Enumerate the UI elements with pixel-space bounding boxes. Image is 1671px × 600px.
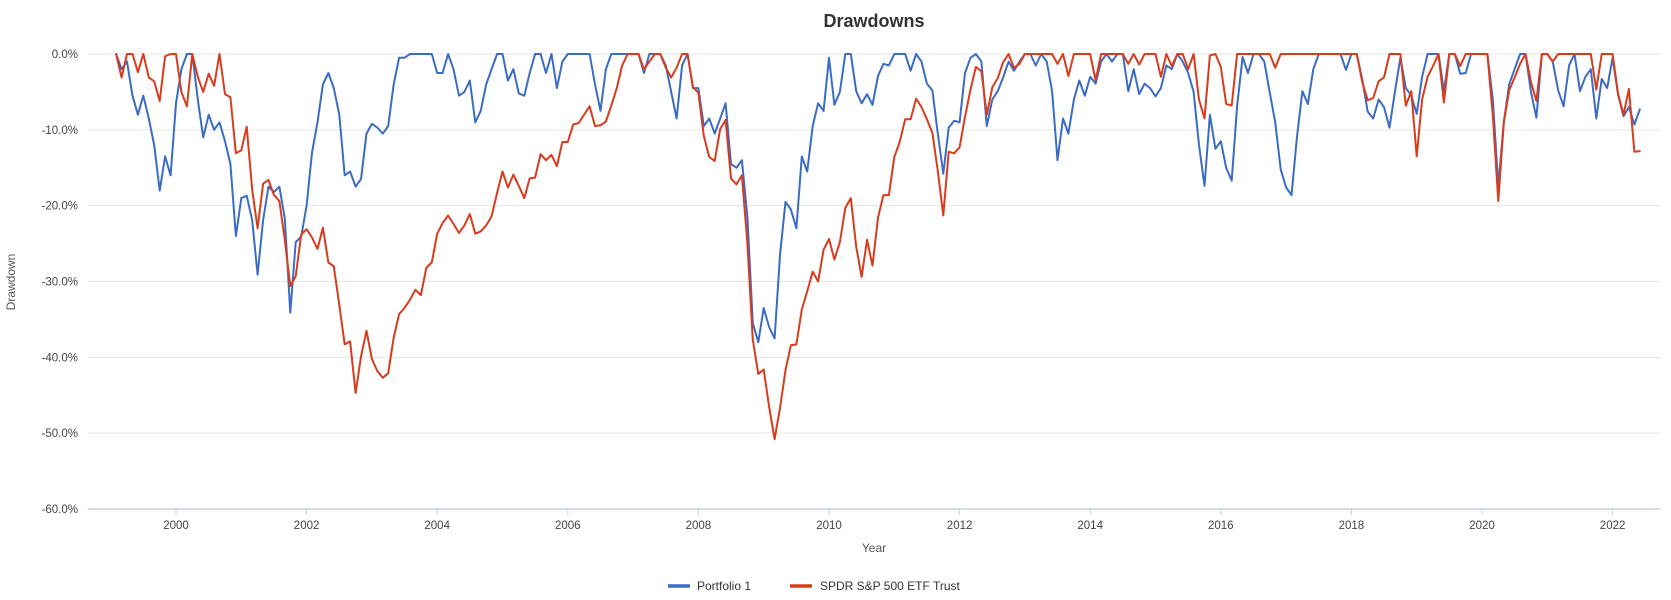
x-tick-label: 2020: [1469, 520, 1495, 532]
chart-title: Drawdowns: [823, 11, 924, 31]
x-tick-labels: 2000 2002 2004 2006 2008 2010 2012 2014 2016 2018…: [163, 520, 1625, 532]
gridlines: [88, 53, 1660, 510]
x-tick-label: 2018: [1339, 520, 1365, 532]
x-axis-title: Year: [862, 541, 886, 555]
y-tick-label: -40.0%: [42, 352, 78, 364]
x-tick-label: 2010: [816, 520, 842, 532]
portfolio-1-line[interactable]: [115, 53, 1641, 344]
x-tick-label: 2016: [1208, 520, 1234, 532]
y-tick-labels: 0.0% -10.0% -20.0% -30.0% -40.0% -50.0% -60.0%: [42, 49, 78, 516]
x-tick-label: 2000: [163, 520, 189, 532]
x-tick-label: 2002: [294, 520, 320, 532]
y-tick-label: 0.0%: [52, 49, 78, 61]
x-tick-label: 2022: [1600, 520, 1626, 532]
x-tick-label: 2012: [947, 520, 973, 532]
chart-legend: Portfolio 1 SPDR S&P 500 ETF Trust: [668, 579, 960, 593]
x-tick-label: 2004: [424, 520, 450, 532]
spy-line[interactable]: [115, 53, 1641, 441]
x-tick-label: 2014: [1077, 520, 1103, 532]
x-tick-label: 2006: [555, 520, 581, 532]
y-tick-label: -50.0%: [42, 428, 78, 440]
y-axis-title: Drawdown: [4, 254, 18, 311]
x-tick-marks: [175, 509, 1614, 515]
y-tick-label: -20.0%: [42, 201, 78, 213]
y-tick-label: -30.0%: [42, 277, 78, 289]
spy-legend-label: SPDR S&P 500 ETF Trust: [820, 579, 960, 593]
y-tick-label: -10.0%: [42, 125, 78, 137]
portfolio-1-legend-label: Portfolio 1: [697, 579, 751, 593]
x-tick-label: 2008: [686, 520, 712, 532]
y-tick-label: -60.0%: [42, 504, 78, 516]
